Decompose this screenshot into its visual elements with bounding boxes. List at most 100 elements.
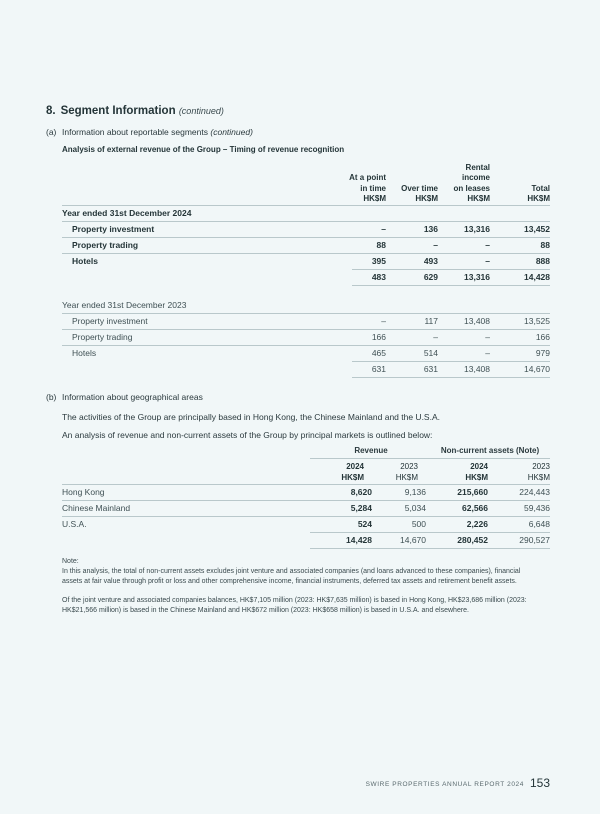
part-b-label: (b): [46, 392, 57, 402]
row-label: Hotels: [72, 256, 98, 266]
note-heading: Note:: [62, 558, 79, 565]
cell: 215,660: [457, 487, 488, 497]
cell: –: [485, 256, 490, 266]
header-line: Over time: [401, 183, 438, 193]
section-continued: (continued): [178, 106, 224, 116]
cell: 5,284: [350, 503, 372, 513]
table2-group-revenue: Revenue: [354, 446, 388, 455]
cell: 290,527: [519, 535, 550, 545]
row-label: Hotels: [72, 348, 97, 358]
page-footer: SWIRE PROPERTIES ANNUAL REPORT 2024 153: [366, 776, 550, 790]
section-number: 8.: [46, 105, 56, 117]
divider: [352, 377, 550, 378]
table1-col-header-total: Total HK$M: [490, 184, 550, 205]
divider: [62, 237, 550, 238]
divider: [310, 532, 550, 533]
table2-col-header: 2023 HK$M: [490, 462, 550, 483]
cell: 88: [540, 240, 550, 250]
page-number: 153: [529, 776, 550, 790]
footer-text: SWIRE PROPERTIES ANNUAL REPORT 2024: [365, 781, 524, 788]
cell: –: [485, 240, 490, 250]
header-line: HK$M: [467, 194, 490, 203]
cell: 13,525: [524, 316, 550, 326]
header-unit: HK$M: [527, 472, 550, 482]
cell: 493: [423, 256, 438, 266]
divider: [62, 329, 550, 330]
row-label: Chinese Mainland: [62, 503, 131, 513]
table-row: Property investment – 117 13,408 13,525: [62, 313, 550, 329]
table-row: Hong Kong 8,620 9,136 215,660 224,443: [62, 484, 550, 500]
cell: 14,428: [346, 535, 372, 545]
cell: –: [433, 332, 438, 342]
table-row-total-2024: 483 629 13,316 14,428: [62, 269, 550, 285]
cell: –: [485, 348, 490, 358]
row-label: U.S.A.: [62, 519, 87, 529]
year-heading-text: Year ended 31st December 2023: [62, 300, 187, 310]
part-b-heading: (b) Information about geographical areas: [46, 392, 203, 402]
table-row: Hotels 465 514 – 979: [62, 345, 550, 361]
row-label: Property trading: [72, 332, 133, 342]
table-row: Property investment – 136 13,316 13,452: [62, 221, 550, 237]
divider: [62, 313, 550, 314]
header-line: Rental: [465, 162, 490, 172]
part-b-para1: The activities of the Group are principa…: [62, 412, 440, 422]
header-line: At a point: [349, 173, 386, 182]
cell: 888: [535, 256, 550, 266]
section-title: 8. Segment Information (continued): [46, 105, 224, 117]
table-row-total: 14,428 14,670 280,452 290,527: [62, 532, 550, 548]
divider: [352, 285, 550, 286]
row-label: Property investment: [72, 316, 148, 326]
cell: 395: [371, 256, 386, 266]
table-row: Hotels 395 493 – 888: [62, 253, 550, 269]
year-heading-2024: Year ended 31st December 2024: [62, 205, 550, 221]
cell: 514: [423, 348, 438, 358]
divider: [62, 253, 550, 254]
table-row: Property trading 88 – – 88: [62, 237, 550, 253]
part-b-text: Information about geographical areas: [62, 392, 203, 402]
header-year: 2024: [470, 462, 488, 471]
divider: [62, 221, 550, 222]
cell: 13,452: [524, 224, 550, 234]
table1-title: Analysis of external revenue of the Grou…: [62, 145, 345, 154]
table1-col-header-over-time: Over time HK$M: [384, 184, 438, 205]
cell: –: [381, 316, 386, 326]
divider: [62, 500, 550, 501]
header-line: income: [461, 173, 490, 182]
cell: –: [485, 332, 490, 342]
cell: –: [433, 240, 438, 250]
header-line: HK$M: [527, 194, 550, 203]
cell: 280,452: [457, 535, 488, 545]
divider: [310, 548, 550, 549]
header-line: on leases: [453, 183, 490, 193]
table1-col-header-point-in-time: At a point in time HK$M: [330, 173, 386, 205]
divider: [352, 269, 550, 270]
cell: 629: [423, 272, 438, 282]
table2-col-header: 2023 HK$M: [366, 462, 418, 483]
part-a-label: (a): [46, 127, 57, 137]
table2-col-header: 2024 HK$M: [430, 462, 488, 483]
cell: 500: [411, 519, 426, 529]
cell: 224,443: [519, 487, 550, 497]
year-heading-2023: Year ended 31st December 2023: [62, 297, 550, 313]
table-row: Property trading 166 – – 166: [62, 329, 550, 345]
table2-col-header: 2024 HK$M: [310, 462, 364, 483]
header-unit: HK$M: [465, 472, 488, 482]
row-label: Hong Kong: [62, 487, 105, 497]
cell: 14,670: [400, 535, 426, 545]
header-line: HK$M: [415, 194, 438, 203]
cell: 166: [535, 332, 550, 342]
cell: 88: [376, 240, 386, 250]
row-label: Property trading: [72, 240, 139, 250]
table-row: U.S.A. 524 500 2,226 6,648: [62, 516, 550, 532]
table-row-total-2023: 631 631 13,408 14,670: [62, 361, 550, 377]
part-b-para2: An analysis of revenue and non-current a…: [62, 430, 433, 440]
cell: 13,408: [464, 364, 490, 374]
note-paragraph-2: Of the joint venture and associated comp…: [62, 597, 527, 614]
note-paragraph-1: In this analysis, the total of non-curre…: [62, 568, 521, 585]
header-year: 2024: [346, 462, 364, 471]
cell: 166: [371, 332, 386, 342]
divider: [62, 484, 550, 485]
cell: 62,566: [462, 503, 488, 513]
table-row: Chinese Mainland 5,284 5,034 62,566 59,4…: [62, 500, 550, 516]
header-line: in time: [360, 183, 386, 193]
